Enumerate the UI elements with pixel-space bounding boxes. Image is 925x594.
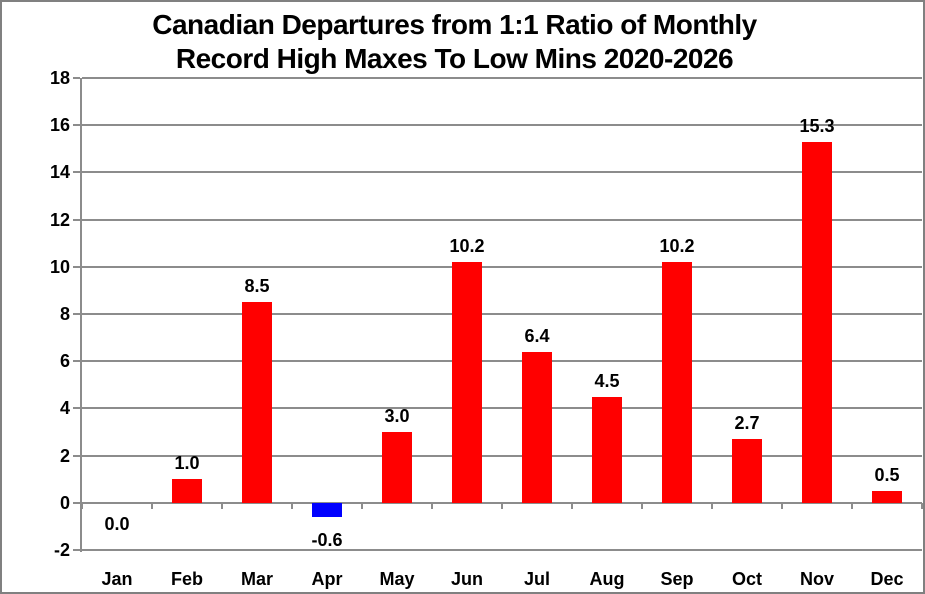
gridline-6 (82, 360, 922, 363)
y-tick-label-6: 6 (59, 351, 70, 372)
value-label-sep: 10.2 (659, 236, 695, 257)
bar-oct (732, 439, 762, 503)
x-axis-tick-3 (291, 502, 293, 509)
gridline-14 (82, 171, 922, 174)
y-axis-tick-12 (73, 218, 80, 221)
y-axis-tick-2 (73, 454, 80, 457)
y-tick-label-4: 4 (59, 398, 70, 419)
y-axis-tick-4 (73, 407, 80, 410)
gridline--2 (82, 549, 922, 551)
bar-feb (172, 479, 202, 503)
bar-apr (312, 502, 342, 517)
x-axis-tick-9 (711, 502, 713, 509)
value-label-jan: 0.0 (104, 513, 130, 534)
y-tick-label--2: -2 (53, 540, 70, 560)
x-axis-tick-4 (361, 502, 363, 509)
x-axis-tick-12 (921, 502, 923, 509)
y-axis-tick-16 (73, 124, 80, 127)
x-axis-tick-11 (851, 502, 853, 509)
gridline-16 (82, 124, 922, 127)
y-axis-tick-18 (73, 77, 80, 79)
x-axis-tick-5 (431, 502, 433, 509)
x-tick-label-feb: Feb (170, 569, 203, 589)
gridline-8 (82, 313, 922, 315)
x-axis-tick-7 (571, 502, 573, 509)
x-tick-label-sep: Sep (660, 569, 694, 589)
y-tick-label-16: 16 (49, 115, 70, 136)
value-label-feb: 1.0 (174, 453, 200, 474)
x-axis-tick-6 (501, 502, 503, 509)
value-label-aug: 4.5 (594, 370, 620, 391)
y-tick-label-14: 14 (49, 162, 70, 183)
value-label-dec: 0.5 (874, 465, 900, 485)
y-axis-line (80, 78, 82, 552)
bar-dec (872, 491, 902, 503)
y-axis-tick-6 (73, 360, 80, 363)
x-axis-tick-10 (781, 502, 783, 509)
bar-nov (802, 141, 832, 503)
bar-jul (522, 351, 552, 503)
value-label-apr: -0.6 (311, 529, 343, 550)
y-axis-tick-14 (73, 171, 80, 174)
value-label-mar: 8.5 (244, 276, 270, 297)
x-tick-label-jun: Jun (450, 569, 483, 589)
y-tick-label-0: 0 (59, 492, 70, 513)
value-label-may: 3.0 (384, 406, 410, 426)
x-axis-tick-8 (641, 502, 643, 509)
bar-mar (242, 302, 272, 503)
chart-title: Canadian Departures from 1:1 Ratio of Mo… (2, 8, 907, 76)
value-label-jun: 10.2 (449, 236, 485, 257)
y-tick-label-10: 10 (49, 256, 70, 277)
gridline-18 (82, 77, 922, 79)
x-tick-label-mar: Mar (240, 569, 273, 589)
x-tick-label-apr: Apr (311, 569, 343, 589)
y-axis-tick-0 (73, 501, 80, 504)
bar-jun (452, 262, 482, 503)
x-tick-label-nov: Nov (799, 569, 834, 589)
chart-title-line1: Canadian Departures from 1:1 Ratio of Mo… (152, 9, 757, 40)
value-label-jul: 6.4 (524, 325, 550, 346)
x-tick-label-jan: Jan (101, 569, 133, 589)
x-tick-label-oct: Oct (731, 569, 762, 589)
bar-aug (592, 396, 622, 503)
gridline-12 (82, 218, 922, 221)
gridline-4 (82, 407, 922, 410)
y-axis-tick--2 (73, 549, 80, 551)
y-axis-tick-8 (73, 313, 80, 315)
y-axis-tick-10 (73, 265, 80, 268)
chart-title-line2: Record High Maxes To Low Mins 2020-2026 (175, 43, 734, 74)
bar-sep (662, 262, 692, 503)
x-tick-label-jul: Jul (523, 569, 550, 589)
value-label-oct: 2.7 (734, 413, 760, 434)
y-tick-label-2: 2 (59, 445, 70, 466)
x-axis-tick-1 (151, 502, 153, 509)
x-tick-label-may: May (379, 569, 415, 589)
y-tick-label-8: 8 (59, 304, 70, 324)
gridline-2 (82, 454, 922, 457)
x-tick-label-aug: Aug (589, 569, 625, 589)
x-axis-tick-2 (221, 502, 223, 509)
plot-area: 0.0 Jan 1.0 Feb 8.5 Mar -0.6 Apr 3.0 May 10.2 Jun 6.… (73, 77, 923, 589)
y-tick-label-18: 18 (49, 68, 70, 88)
bar-may (382, 432, 412, 503)
y-tick-label-12: 12 (49, 209, 70, 230)
gridline-10 (82, 265, 922, 268)
x-axis-tick-0 (81, 502, 83, 509)
x-tick-label-dec: Dec (870, 569, 904, 589)
value-label-nov: 15.3 (799, 115, 835, 136)
